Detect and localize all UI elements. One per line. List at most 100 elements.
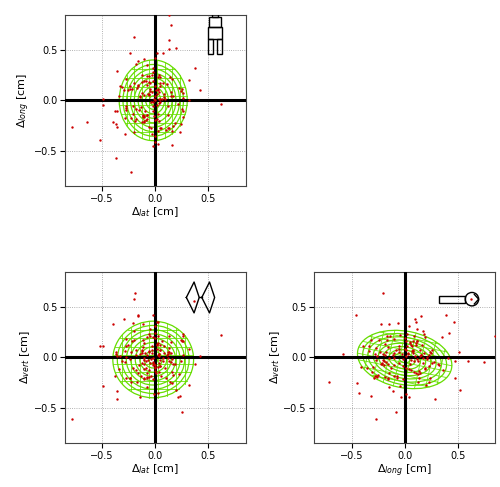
Point: [167, 89, 175, 96]
Point: [144, 351, 152, 359]
Point: [382, 358, 390, 366]
Point: [142, 356, 150, 364]
Point: [178, 85, 186, 93]
Point: [154, 332, 162, 340]
Point: [138, 348, 145, 356]
Point: [154, 351, 162, 359]
Point: [130, 117, 138, 125]
Point: [175, 370, 183, 378]
Point: [380, 361, 388, 369]
Point: [416, 369, 424, 377]
Point: [140, 112, 148, 120]
Point: [176, 128, 184, 136]
Point: [152, 116, 160, 124]
Point: [370, 375, 378, 382]
Point: [467, 295, 475, 303]
Point: [147, 355, 155, 362]
Point: [150, 112, 158, 120]
X-axis label: $\Delta_{long}$ [cm]: $\Delta_{long}$ [cm]: [377, 462, 432, 479]
Point: [422, 381, 430, 389]
Point: [149, 354, 157, 362]
Point: [148, 359, 156, 367]
Point: [390, 373, 398, 380]
Y-axis label: $\Delta_{vert}$ [cm]: $\Delta_{vert}$ [cm]: [18, 331, 32, 384]
Point: [140, 365, 148, 373]
Point: [140, 112, 147, 120]
Point: [402, 364, 410, 372]
Point: [442, 311, 450, 319]
Point: [380, 356, 388, 364]
Point: [450, 374, 458, 382]
Point: [376, 360, 384, 368]
Point: [155, 99, 163, 107]
Point: [129, 102, 137, 110]
Point: [130, 128, 138, 136]
Point: [151, 364, 159, 372]
Point: [402, 342, 410, 350]
Point: [196, 87, 204, 94]
Point: [408, 348, 416, 356]
Point: [365, 347, 373, 355]
Point: [148, 102, 156, 110]
Point: [379, 350, 387, 358]
Point: [114, 395, 122, 403]
Point: [127, 114, 135, 122]
Point: [148, 375, 156, 383]
Point: [150, 360, 158, 368]
Point: [179, 351, 187, 359]
Point: [116, 82, 124, 90]
Point: [136, 93, 144, 101]
Point: [217, 100, 225, 108]
Point: [68, 123, 76, 131]
Point: [154, 318, 162, 326]
Point: [146, 359, 154, 367]
Point: [386, 384, 394, 392]
Point: [416, 367, 424, 375]
Point: [404, 350, 412, 358]
Point: [134, 82, 142, 90]
Point: [140, 112, 147, 120]
Point: [152, 86, 160, 94]
Point: [451, 357, 459, 365]
Point: [132, 105, 140, 113]
Point: [412, 315, 420, 323]
Point: [152, 361, 160, 369]
Point: [416, 351, 424, 359]
Point: [155, 71, 163, 78]
Point: [165, 11, 173, 19]
Point: [134, 57, 142, 65]
Point: [144, 374, 152, 381]
Point: [144, 90, 152, 98]
Point: [96, 136, 104, 144]
Point: [122, 374, 130, 382]
Y-axis label: $\Delta_{vert}$ [cm]: $\Delta_{vert}$ [cm]: [268, 331, 282, 384]
Point: [154, 140, 162, 148]
Point: [146, 332, 154, 339]
Point: [395, 342, 403, 350]
Point: [354, 379, 362, 387]
Point: [372, 356, 380, 364]
Point: [373, 352, 381, 360]
Point: [191, 360, 199, 368]
Point: [145, 72, 153, 80]
Point: [143, 333, 151, 341]
Point: [379, 289, 387, 297]
Point: [130, 79, 138, 87]
Point: [394, 319, 402, 327]
Point: [196, 352, 204, 360]
Point: [130, 327, 138, 335]
Point: [372, 351, 380, 358]
Point: [139, 337, 147, 344]
Point: [144, 367, 152, 375]
X-axis label: $\Delta_{lat}$ [cm]: $\Delta_{lat}$ [cm]: [131, 462, 180, 476]
Point: [172, 44, 179, 52]
Point: [450, 318, 458, 326]
Point: [152, 49, 160, 57]
Point: [140, 356, 148, 364]
Point: [456, 387, 464, 394]
Point: [140, 118, 147, 126]
Point: [168, 355, 176, 363]
Point: [399, 355, 407, 362]
Point: [378, 360, 386, 368]
Point: [179, 94, 187, 102]
